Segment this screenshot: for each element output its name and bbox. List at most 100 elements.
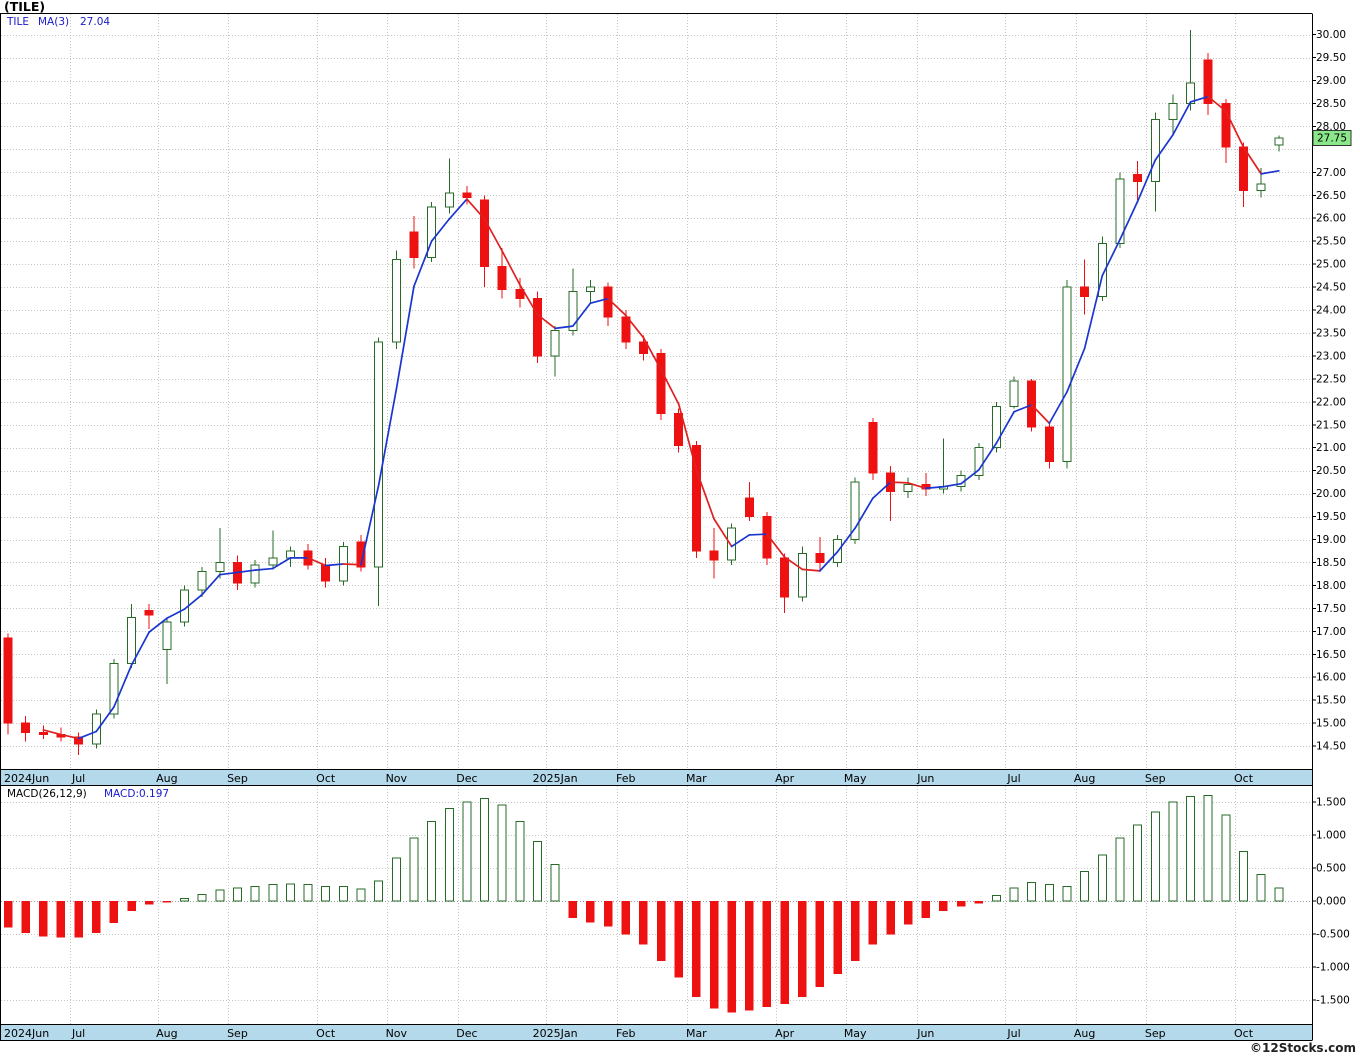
candle <box>1274 135 1284 152</box>
x-axis-band-macd <box>0 1025 1312 1040</box>
macd-bar <box>727 900 736 1013</box>
macd-bar <box>850 900 860 961</box>
macd-bar <box>745 900 754 1011</box>
price-axis-label: 20.50 <box>1316 465 1346 477</box>
candle <box>656 349 666 421</box>
candle <box>1133 160 1143 200</box>
candle <box>603 282 613 327</box>
macd-bar <box>1221 814 1231 902</box>
candle <box>1009 376 1019 409</box>
x-axis-label: 2024Jun <box>4 772 49 785</box>
macd-bar <box>197 893 207 902</box>
x-axis-label: Oct <box>316 772 336 785</box>
macd-bar <box>144 900 154 905</box>
candlesticks <box>3 30 1284 756</box>
candle <box>480 195 490 288</box>
legend-symbol: TILE <box>6 16 29 28</box>
macd-bar <box>586 900 595 923</box>
candle <box>197 567 207 597</box>
macd-bar <box>109 900 119 924</box>
price-axis-label: 14.50 <box>1316 741 1346 753</box>
x-axis-label: Sep <box>1145 1027 1166 1040</box>
candle <box>815 537 825 572</box>
macd-bar <box>603 900 613 927</box>
candle <box>162 617 172 685</box>
macd-legend-label: MACD(26,12,9) <box>7 788 87 800</box>
macd-bar <box>974 900 983 904</box>
macd-bar <box>1150 811 1160 902</box>
candle <box>515 277 525 308</box>
macd-bar <box>250 885 260 902</box>
macd-bar <box>444 807 454 902</box>
macd-bar <box>1080 870 1090 902</box>
price-axis-label: 26.00 <box>1316 213 1346 225</box>
macd-bar <box>462 801 472 902</box>
price-axis-label: 18.50 <box>1316 557 1346 569</box>
macd-bar <box>815 900 825 988</box>
candle <box>285 546 295 568</box>
macd-bar <box>56 900 66 938</box>
candle <box>427 202 437 262</box>
macd-bar <box>303 884 313 902</box>
candle <box>991 401 1001 453</box>
candle <box>109 658 119 719</box>
candle <box>868 417 878 480</box>
x-axis-label: Jun <box>916 772 934 785</box>
candle <box>21 716 31 742</box>
price-axis-label: 25.00 <box>1316 259 1346 271</box>
macd-bar <box>1274 887 1284 902</box>
macd-bar <box>268 884 278 902</box>
candle <box>268 530 278 570</box>
candle <box>444 158 454 214</box>
legend-ma-label: MA(3) <box>38 16 69 28</box>
price-axis-label: 18.00 <box>1316 580 1346 592</box>
macd-bar <box>127 900 136 912</box>
macd-axis-label: -0.500 <box>1316 929 1350 941</box>
macd-bar <box>497 804 507 902</box>
macd-bar <box>162 900 172 903</box>
macd-bar <box>762 900 772 1008</box>
candle <box>938 438 948 494</box>
macd-axis: 1.500 1.000 0.500 0.000 -0.500 -1.000 -1.500 <box>1312 796 1350 1007</box>
candle <box>974 443 984 480</box>
macd-bar <box>991 895 1001 902</box>
price-axis-label: 19.00 <box>1316 534 1346 546</box>
candle <box>780 553 790 613</box>
macd-bar <box>1097 854 1107 902</box>
price-axis-label: 17.00 <box>1316 626 1346 638</box>
x-axis-label: Mar <box>686 772 707 785</box>
ma-line <box>42 95 1280 740</box>
macd-bar <box>621 900 630 935</box>
last-price-tag: 27.75 <box>1312 130 1352 146</box>
macd-bar <box>1186 796 1196 902</box>
candle <box>550 326 560 377</box>
x-axis-label: Oct <box>316 1027 336 1040</box>
macd-bar <box>1203 794 1213 902</box>
x-axis-label: Nov <box>386 1027 408 1040</box>
macd-bar <box>321 885 331 902</box>
macd-axis-label: 1.500 <box>1316 796 1346 808</box>
macd-bar <box>374 880 384 902</box>
candle <box>250 560 260 588</box>
macd-bar <box>903 900 913 925</box>
x-axis-label: Dec <box>456 1027 477 1040</box>
macd-bar <box>1062 885 1072 902</box>
chart-frame <box>0 13 1313 1041</box>
x-axis-label: Nov <box>386 772 408 785</box>
candle <box>585 280 595 304</box>
x-axis-label: Aug <box>156 1027 177 1040</box>
price-axis-label: 21.00 <box>1316 442 1346 454</box>
macd-bar <box>1168 801 1178 902</box>
macd-bar <box>1044 884 1054 902</box>
macd-bar <box>180 897 189 902</box>
x-axis-label: Jul <box>71 1027 85 1040</box>
legend-ma-value: 27.04 <box>80 16 110 28</box>
x-axis-label: Jul <box>71 772 85 785</box>
candle <box>709 528 719 579</box>
macd-bar <box>692 900 701 998</box>
macd-bar <box>409 837 419 902</box>
candle <box>1168 94 1178 134</box>
price-axis-label: 15.50 <box>1316 695 1346 707</box>
x-axis-label: Jul <box>1006 772 1020 785</box>
